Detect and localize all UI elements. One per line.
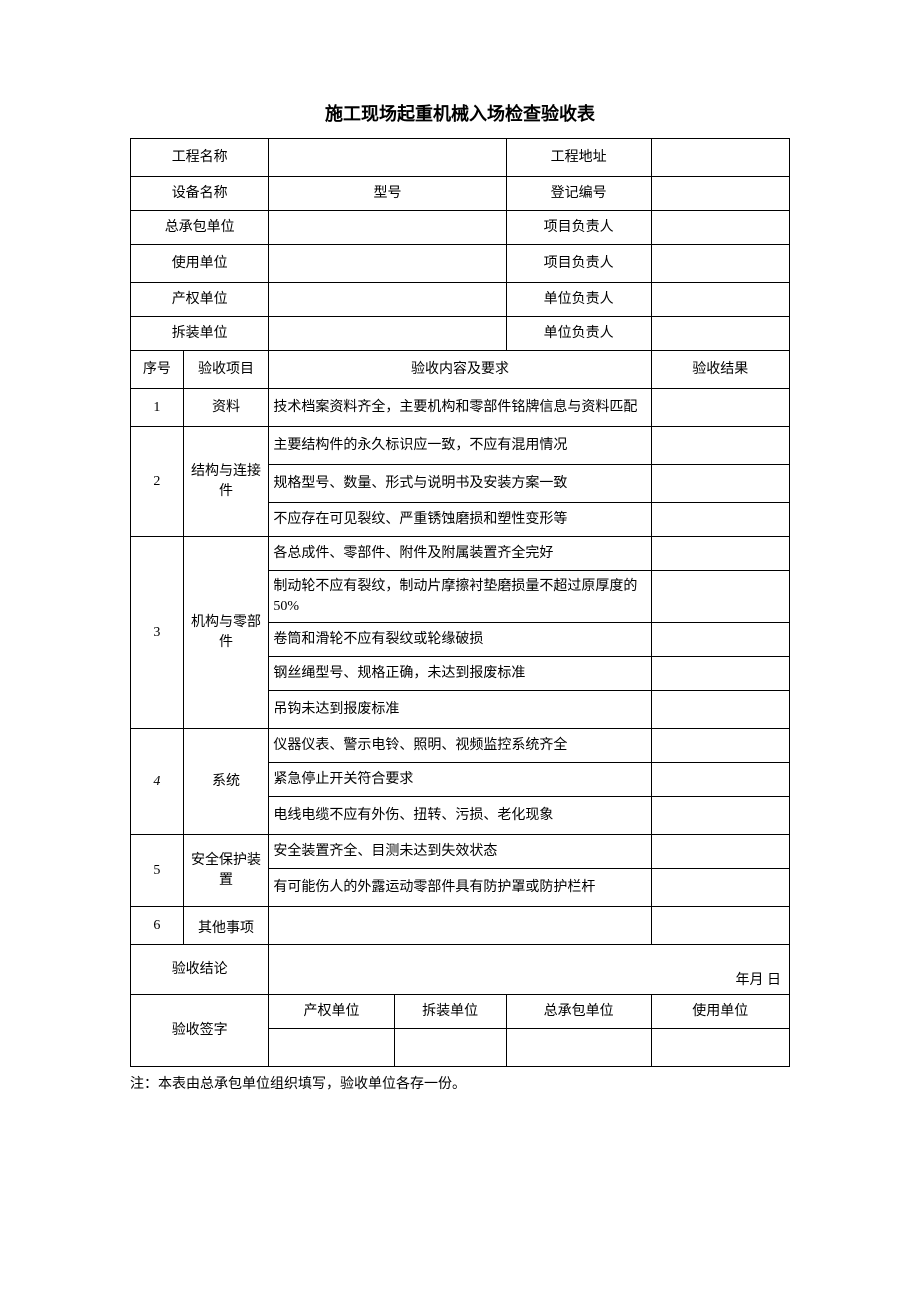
item-cell: 系统 xyxy=(183,729,269,835)
owner-unit-label: 产权单位 xyxy=(131,283,269,317)
result-cell xyxy=(651,465,789,503)
unit-manager-value xyxy=(651,283,789,317)
conclusion-date: 年月 日 xyxy=(269,945,790,995)
result-cell xyxy=(651,657,789,691)
result-cell xyxy=(651,763,789,797)
content-cell: 各总成件、零部件、附件及附属装置齐全完好 xyxy=(269,537,651,571)
model-label: 型号 xyxy=(269,177,506,211)
sig-col3: 总承包单位 xyxy=(506,995,651,1029)
sig-col1: 产权单位 xyxy=(269,995,394,1029)
owner-unit-value xyxy=(269,283,506,317)
result-cell xyxy=(651,571,789,623)
reg-no-label: 登记编号 xyxy=(506,177,651,211)
seq-cell: 5 xyxy=(131,835,184,907)
column-header-row: 序号 验收项目 验收内容及要求 验收结果 xyxy=(131,351,790,389)
result-cell xyxy=(651,907,789,945)
unit-manager-label: 单位负责人 xyxy=(506,283,651,317)
item-cell: 结构与连接件 xyxy=(183,427,269,537)
project-manager-value xyxy=(651,211,789,245)
item-cell: 机构与零部件 xyxy=(183,537,269,729)
project-name-value xyxy=(269,139,506,177)
header-row: 设备名称 型号 登记编号 xyxy=(131,177,790,211)
table-row: 2 结构与连接件 主要结构件的永久标识应一致，不应有混用情况 xyxy=(131,427,790,465)
col-item: 验收项目 xyxy=(183,351,269,389)
table-row: 3 机构与零部件 各总成件、零部件、附件及附属装置齐全完好 xyxy=(131,537,790,571)
header-row: 使用单位 项目负责人 xyxy=(131,245,790,283)
result-cell xyxy=(651,797,789,835)
project-manager-label: 项目负责人 xyxy=(506,211,651,245)
header-row: 总承包单位 项目负责人 xyxy=(131,211,790,245)
result-cell xyxy=(651,389,789,427)
project-addr-value xyxy=(651,139,789,177)
user-unit-label: 使用单位 xyxy=(131,245,269,283)
content-cell: 吊钩未达到报废标准 xyxy=(269,691,651,729)
seq-cell: 4 xyxy=(131,729,184,835)
general-contractor-value xyxy=(269,211,506,245)
result-cell xyxy=(651,691,789,729)
seq-cell: 1 xyxy=(131,389,184,427)
content-cell: 钢丝绳型号、规格正确，未达到报废标准 xyxy=(269,657,651,691)
conclusion-row: 验收结论 年月 日 xyxy=(131,945,790,995)
sig-val1 xyxy=(269,1029,394,1067)
unit-manager-value2 xyxy=(651,317,789,351)
content-cell: 制动轮不应有裂纹，制动片摩擦衬垫磨损量不超过原厚度的50% xyxy=(269,571,651,623)
col-content: 验收内容及要求 xyxy=(269,351,651,389)
table-row: 1 资料 技术档案资料齐全，主要机构和零部件铭牌信息与资料匹配 xyxy=(131,389,790,427)
result-cell xyxy=(651,427,789,465)
project-manager-label2: 项目负责人 xyxy=(506,245,651,283)
header-row: 产权单位 单位负责人 xyxy=(131,283,790,317)
content-cell: 不应存在可见裂纹、严重锈蚀磨损和塑性变形等 xyxy=(269,503,651,537)
item-cell: 其他事项 xyxy=(183,907,269,945)
content-cell: 安全装置齐全、目测未达到失效状态 xyxy=(269,835,651,869)
signature-label: 验收签字 xyxy=(131,995,269,1067)
sig-val3 xyxy=(506,1029,651,1067)
header-row: 拆装单位 单位负责人 xyxy=(131,317,790,351)
content-cell xyxy=(269,907,651,945)
col-result: 验收结果 xyxy=(651,351,789,389)
result-cell xyxy=(651,869,789,907)
user-unit-value xyxy=(269,245,506,283)
item-cell: 资料 xyxy=(183,389,269,427)
conclusion-label: 验收结论 xyxy=(131,945,269,995)
page-title: 施工现场起重机械入场检查验收表 xyxy=(130,100,790,126)
project-addr-label: 工程地址 xyxy=(506,139,651,177)
dismantle-unit-value xyxy=(269,317,506,351)
result-cell xyxy=(651,503,789,537)
sig-col2: 拆装单位 xyxy=(394,995,506,1029)
general-contractor-label: 总承包单位 xyxy=(131,211,269,245)
result-cell xyxy=(651,835,789,869)
sig-val2 xyxy=(394,1029,506,1067)
seq-cell: 3 xyxy=(131,537,184,729)
table-row: 6 其他事项 xyxy=(131,907,790,945)
sig-col4: 使用单位 xyxy=(651,995,789,1029)
content-cell: 仪器仪表、警示电铃、照明、视频监控系统齐全 xyxy=(269,729,651,763)
content-cell: 主要结构件的永久标识应一致，不应有混用情况 xyxy=(269,427,651,465)
header-row: 工程名称 工程地址 xyxy=(131,139,790,177)
footnote: 注：本表由总承包单位组织填写，验收单位各存一份。 xyxy=(130,1073,790,1093)
content-cell: 规格型号、数量、形式与说明书及安装方案一致 xyxy=(269,465,651,503)
seq-cell: 2 xyxy=(131,427,184,537)
content-cell: 紧急停止开关符合要求 xyxy=(269,763,651,797)
project-name-label: 工程名称 xyxy=(131,139,269,177)
seq-cell: 6 xyxy=(131,907,184,945)
content-cell: 有可能伤人的外露运动零部件具有防护罩或防护栏杆 xyxy=(269,869,651,907)
content-cell: 技术档案资料齐全，主要机构和零部件铭牌信息与资料匹配 xyxy=(269,389,651,427)
signature-header-row: 验收签字 产权单位 拆装单位 总承包单位 使用单位 xyxy=(131,995,790,1029)
table-row: 5 安全保护装置 安全装置齐全、目测未达到失效状态 xyxy=(131,835,790,869)
inspection-table: 工程名称 工程地址 设备名称 型号 登记编号 总承包单位 项目负责人 使用单位 … xyxy=(130,138,790,1067)
unit-manager-label2: 单位负责人 xyxy=(506,317,651,351)
col-seq: 序号 xyxy=(131,351,184,389)
result-cell xyxy=(651,537,789,571)
content-cell: 卷筒和滑轮不应有裂纹或轮缘破损 xyxy=(269,623,651,657)
result-cell xyxy=(651,729,789,763)
project-manager-value2 xyxy=(651,245,789,283)
dismantle-unit-label: 拆装单位 xyxy=(131,317,269,351)
reg-no-value xyxy=(651,177,789,211)
sig-val4 xyxy=(651,1029,789,1067)
result-cell xyxy=(651,623,789,657)
item-cell: 安全保护装置 xyxy=(183,835,269,907)
content-cell: 电线电缆不应有外伤、扭转、污损、老化现象 xyxy=(269,797,651,835)
equip-name-label: 设备名称 xyxy=(131,177,269,211)
table-row: 4 系统 仪器仪表、警示电铃、照明、视频监控系统齐全 xyxy=(131,729,790,763)
